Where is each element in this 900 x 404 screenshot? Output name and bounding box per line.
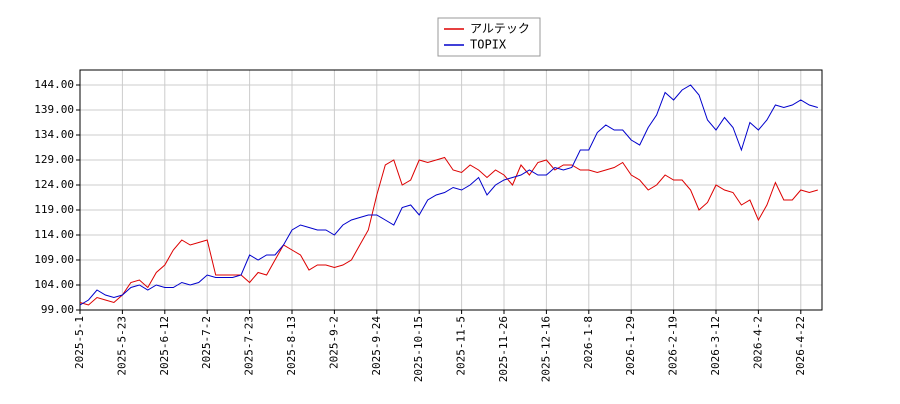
x-tick-label: 2026-1-29	[624, 316, 637, 376]
x-tick-label: 2025-12-16	[539, 316, 552, 382]
series-line	[79, 84, 818, 306]
x-tick-label: 2025-5-1	[73, 316, 86, 369]
x-tick-label: 2026-3-12	[709, 316, 722, 376]
x-tick-label: 2026-4-22	[794, 316, 807, 376]
legend-label: TOPIX	[470, 38, 507, 52]
y-tick-label: 134.00	[34, 128, 74, 141]
x-tick-label: 2025-9-24	[370, 316, 383, 376]
x-tick-label: 2025-11-26	[497, 316, 510, 382]
y-tick-label: 129.00	[34, 153, 74, 166]
x-tick-label: 2025-9-2	[327, 316, 340, 369]
series-line	[79, 156, 818, 306]
x-tick-label: 2026-2-19	[667, 316, 680, 376]
y-tick-label: 114.00	[34, 228, 74, 241]
x-tick-label: 2026-4-2	[751, 316, 764, 369]
x-tick-label: 2025-8-13	[285, 316, 298, 376]
y-tick-label: 144.00	[34, 78, 74, 91]
x-tick-label: 2026-1-8	[582, 316, 595, 369]
x-tick-label: 2025-7-23	[243, 316, 256, 376]
legend-box	[437, 17, 541, 57]
x-tick-label: 2025-11-5	[455, 316, 468, 376]
y-tick-label: 109.00	[34, 253, 74, 266]
x-tick-label: 2025-5-23	[115, 316, 128, 376]
y-tick-label: 99.00	[41, 303, 74, 316]
x-tick-label: 2025-10-15	[412, 316, 425, 382]
y-tick-label: 139.00	[34, 103, 74, 116]
y-tick-label: 104.00	[34, 278, 74, 291]
y-tick-label: 119.00	[34, 203, 74, 216]
x-tick-label: 2025-6-12	[158, 316, 171, 376]
y-tick-label: 124.00	[34, 178, 74, 191]
plot-frame	[79, 69, 823, 311]
x-tick-label: 2025-7-2	[200, 316, 213, 369]
legend-label: アルテック	[470, 22, 530, 36]
